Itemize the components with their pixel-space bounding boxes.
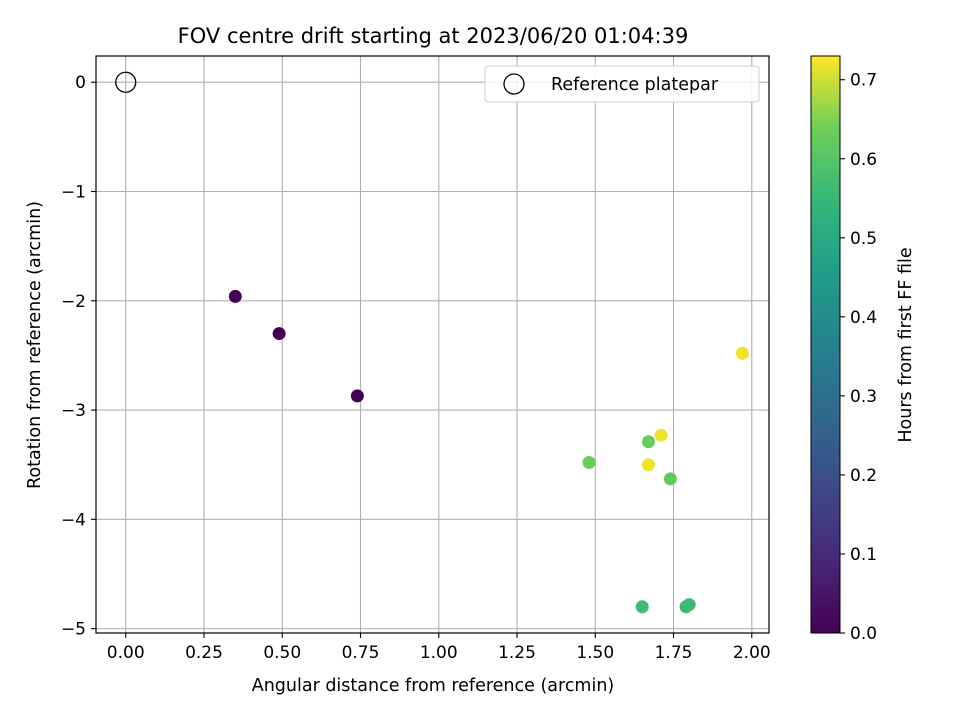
x-tick-label: 0.25 bbox=[185, 643, 223, 663]
x-tick-label: 1.00 bbox=[420, 643, 458, 663]
colorbar-tick-label: 0.7 bbox=[850, 71, 877, 91]
y-tick-label: −5 bbox=[61, 620, 86, 640]
colorbar-tick-label: 0.0 bbox=[850, 624, 877, 644]
colorbar-label: Hours from first FF file bbox=[896, 247, 916, 442]
legend-entry-reference: Reference platepar bbox=[551, 75, 719, 95]
scatter-point bbox=[582, 456, 596, 470]
colorbar-tick-label: 0.6 bbox=[850, 150, 877, 170]
grid-lines bbox=[96, 56, 769, 633]
y-tick-label: −3 bbox=[61, 401, 86, 421]
y-tick-label: −2 bbox=[61, 292, 86, 312]
scatter-point bbox=[663, 472, 677, 486]
y-tick-label: 0 bbox=[75, 73, 86, 93]
colorbar-ticks: 0.0 0.1 0.2 0.3 0.4 0.5 0.6 0.7 bbox=[840, 71, 877, 644]
scatter-point bbox=[350, 389, 364, 403]
x-tick-label: 1.25 bbox=[498, 643, 536, 663]
scatter-point bbox=[272, 327, 286, 341]
x-axis-ticks: 0.00 0.25 0.50 0.75 1.00 1.25 1.50 1.75 2.00 bbox=[107, 633, 771, 663]
colorbar-tick-label: 0.5 bbox=[850, 229, 877, 249]
x-tick-label: 1.75 bbox=[655, 643, 693, 663]
x-tick-label: 0.75 bbox=[342, 643, 380, 663]
x-tick-label: 2.00 bbox=[733, 643, 771, 663]
x-tick-label: 1.50 bbox=[576, 643, 614, 663]
scatter-point bbox=[735, 346, 749, 360]
scatter-point bbox=[641, 435, 655, 449]
x-tick-label: 0.50 bbox=[263, 643, 301, 663]
scatter-point bbox=[228, 289, 242, 303]
y-tick-label: −4 bbox=[61, 510, 86, 530]
colorbar-tick-label: 0.3 bbox=[850, 387, 877, 407]
reference-point-marker bbox=[115, 71, 137, 93]
chart-title: FOV centre drift starting at 2023/06/20 … bbox=[178, 24, 689, 48]
scatter-point bbox=[641, 458, 655, 472]
legend: Reference platepar bbox=[484, 65, 760, 103]
legend-marker bbox=[503, 73, 525, 95]
plot-frame bbox=[95, 55, 770, 634]
legend-box bbox=[484, 65, 760, 103]
colorbar: 0.0 0.1 0.2 0.3 0.4 0.5 0.6 0.7 Hours from firs… bbox=[810, 55, 916, 644]
x-axis-label: Angular distance from reference (arcmin) bbox=[252, 676, 615, 696]
colorbar-tick-label: 0.1 bbox=[850, 545, 877, 565]
scatter-point bbox=[682, 598, 696, 612]
scatter-point bbox=[635, 600, 649, 614]
scatter-points bbox=[115, 71, 749, 614]
y-axis-ticks: 0 −1 −2 −3 −4 −5 bbox=[61, 73, 96, 640]
x-tick-label: 0.00 bbox=[107, 643, 145, 663]
y-axis-label: Rotation from reference (arcmin) bbox=[25, 201, 45, 489]
colorbar-tick-label: 0.4 bbox=[850, 308, 877, 328]
y-tick-label: −1 bbox=[61, 183, 86, 203]
colorbar-gradient bbox=[810, 55, 841, 634]
colorbar-tick-label: 0.2 bbox=[850, 466, 877, 486]
scatter-point bbox=[654, 428, 668, 442]
